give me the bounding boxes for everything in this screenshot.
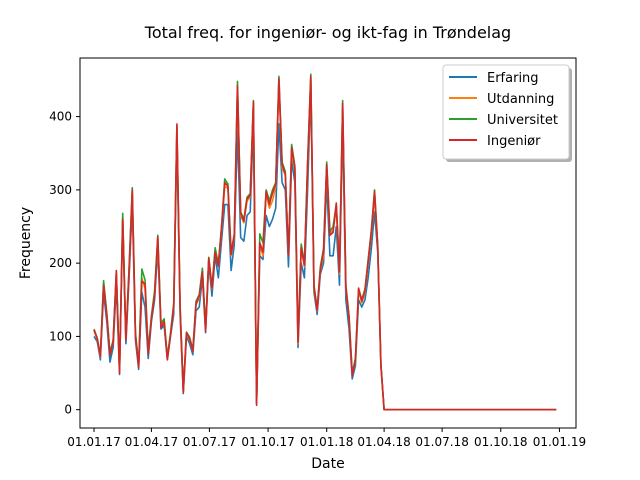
legend-label-1: Utdanning (487, 92, 554, 107)
legend-label-3: Ingeniør (487, 134, 541, 149)
x-tick-label: 01.01.17 (67, 435, 120, 449)
legend-box (442, 64, 570, 160)
y-tick-label: 400 (49, 110, 72, 124)
x-tick-label: 01.01.19 (533, 435, 586, 449)
x-tick-label: 01.07.18 (415, 435, 468, 449)
y-tick-label: 0 (64, 403, 72, 417)
x-tick-label: 01.07.17 (183, 435, 236, 449)
x-tick-label: 01.04.18 (357, 435, 410, 449)
legend: Erfaring Utdanning Universitet Ingeniør (442, 64, 572, 162)
y-tick-label: 300 (49, 183, 72, 197)
x-tick-label: 01.10.17 (241, 435, 294, 449)
x-tick-label: 01.10.18 (474, 435, 527, 449)
x-axis-label: Date (311, 456, 344, 472)
plot-frame (79, 57, 577, 429)
x-tick-label: 01.04.17 (125, 435, 178, 449)
y-tick-label: 100 (49, 329, 72, 343)
y-axis: 0 100 200 300 400 (49, 110, 80, 417)
chart-title: Total freq. for ingeniør- og ikt-fag in … (144, 23, 511, 42)
legend-label-0: Erfaring (487, 71, 539, 86)
legend-label-2: Universitet (487, 113, 558, 128)
x-axis: 01.01.17 01.04.17 01.07.17 01.10.17 01.01.18… (67, 428, 586, 449)
series-line-3 (93, 75, 557, 411)
x-tick-label: 01.01.18 (300, 435, 353, 449)
y-tick-label: 200 (49, 256, 72, 270)
y-axis-label: Frequency (18, 207, 34, 279)
plot-lines (93, 73, 557, 411)
